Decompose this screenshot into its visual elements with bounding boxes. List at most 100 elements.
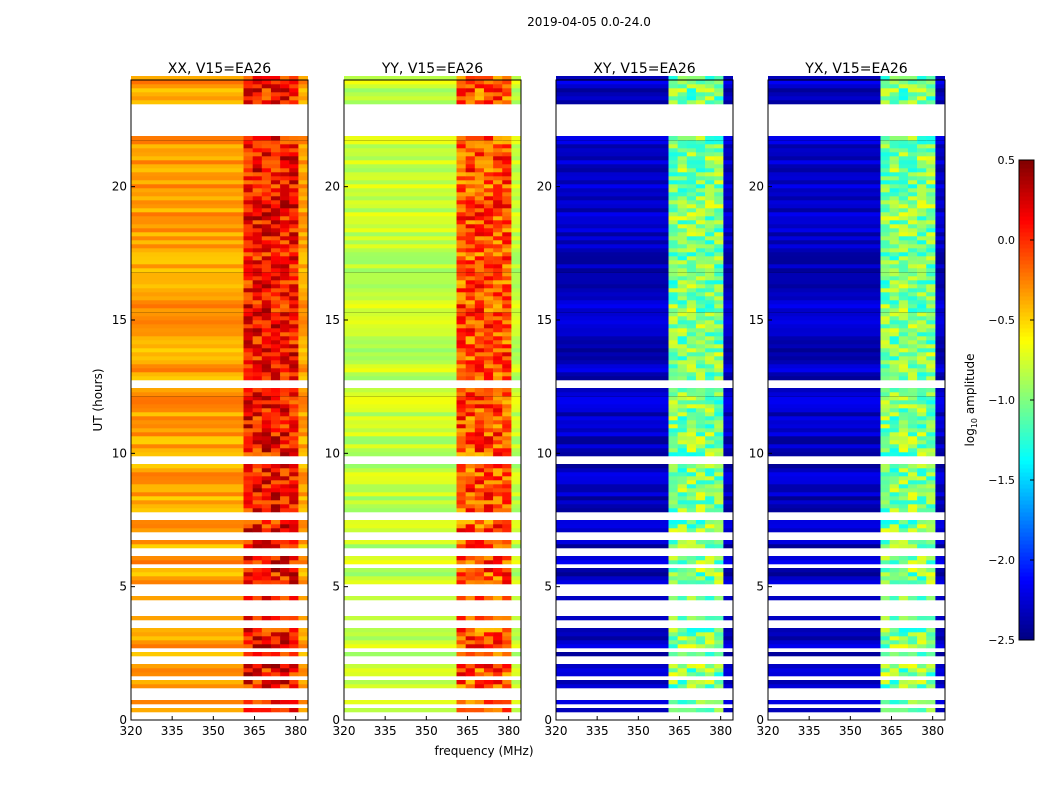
heatmap-cell	[465, 264, 476, 269]
heatmap-cell	[917, 100, 927, 105]
heatmap-cell	[280, 264, 290, 269]
heatmap-cell	[889, 396, 900, 401]
heatmap-cell	[474, 700, 485, 705]
heatmap-cell	[456, 596, 466, 601]
heatmap-cell	[493, 80, 503, 85]
heatmap-cell	[465, 364, 476, 369]
colorbar-cell	[1019, 268, 1034, 273]
heatmap-cell	[686, 556, 697, 561]
heatmap-cell	[344, 444, 457, 449]
heatmap-cell	[889, 524, 900, 529]
heatmap-cell	[280, 92, 290, 97]
heatmap-cell	[668, 408, 678, 413]
heatmap-cell	[935, 508, 945, 513]
heatmap-cell	[131, 152, 244, 157]
heatmap-cell	[511, 644, 521, 649]
heatmap-cell	[261, 212, 272, 217]
heatmap-cell	[131, 636, 244, 641]
heatmap-cell	[243, 340, 253, 345]
heatmap-cell	[344, 708, 457, 713]
heatmap-cell	[695, 580, 706, 585]
heatmap-cell	[677, 420, 688, 425]
heatmap-cell	[917, 224, 927, 229]
heatmap-cell	[483, 96, 494, 101]
heatmap-cell	[898, 392, 909, 397]
heatmap-cell	[456, 372, 466, 377]
heatmap-cell	[668, 556, 678, 561]
heatmap-cell	[243, 524, 253, 529]
heatmap-cell	[474, 156, 485, 161]
heatmap-cell	[261, 240, 272, 245]
heatmap-cell	[723, 152, 733, 157]
heatmap-cell	[705, 264, 715, 269]
heatmap-cell	[917, 464, 927, 469]
heatmap-cell	[243, 560, 253, 565]
heatmap-cell	[465, 576, 476, 581]
heatmap-cell	[252, 316, 263, 321]
heatmap-cell	[280, 392, 290, 397]
heatmap-cell	[270, 400, 281, 405]
heatmap-cell	[677, 652, 688, 657]
heatmap-cell	[668, 92, 678, 97]
heatmap-cell	[344, 240, 457, 245]
heatmap-cell	[723, 440, 733, 445]
heatmap-cell	[768, 372, 881, 377]
heatmap-cell	[511, 524, 521, 529]
heatmap-cell	[289, 248, 299, 253]
heatmap-cell	[261, 476, 272, 481]
colorbar-cell	[1019, 620, 1034, 625]
heatmap-cell	[474, 184, 485, 189]
heatmap-cell	[252, 440, 263, 445]
heatmap-cell	[456, 368, 466, 373]
heatmap-cell	[483, 276, 494, 281]
heatmap	[344, 76, 521, 713]
heatmap-cell	[768, 472, 881, 477]
heatmap-cell	[243, 616, 253, 621]
heatmap-cell	[502, 396, 512, 401]
heatmap-cell	[677, 240, 688, 245]
heatmap-cell	[768, 300, 881, 305]
heatmap-cell	[668, 144, 678, 149]
heatmap-cell	[474, 708, 485, 713]
heatmap-cell	[465, 432, 476, 437]
heatmap-cell	[880, 680, 890, 685]
heatmap-cell	[768, 208, 881, 213]
heatmap-cell	[695, 540, 706, 545]
heatmap-cell	[502, 76, 512, 81]
heatmap-cell	[686, 248, 697, 253]
heatmap-cell	[907, 472, 918, 477]
heatmap-cell	[556, 504, 669, 509]
heatmap-cell	[344, 700, 457, 705]
heatmap-cell	[723, 572, 733, 577]
heatmap-cell	[714, 240, 724, 245]
heatmap-cell	[493, 220, 503, 225]
heatmap-cell	[880, 336, 890, 341]
heatmap-cell	[926, 76, 936, 81]
heatmap-cell	[935, 308, 945, 313]
heatmap-cell	[907, 628, 918, 633]
heatmap-cell	[298, 212, 308, 217]
heatmap-cell	[131, 360, 244, 365]
heatmap-cell	[474, 684, 485, 689]
heatmap-cell	[131, 180, 244, 185]
heatmap-cell	[668, 472, 678, 477]
heatmap-cell	[917, 140, 927, 145]
heatmap-cell	[252, 348, 263, 353]
heatmap-cell	[907, 256, 918, 261]
heatmap-cell	[344, 272, 457, 277]
heatmap-cell	[270, 260, 281, 265]
heatmap-cell	[677, 100, 688, 105]
heatmap-cell	[917, 268, 927, 273]
heatmap-cell	[131, 172, 244, 177]
heatmap-cell	[493, 248, 503, 253]
heatmap-cell	[686, 280, 697, 285]
heatmap-cell	[926, 424, 936, 429]
heatmap-cell	[511, 472, 521, 477]
heatmap-cell	[456, 432, 466, 437]
heatmap-cell	[889, 488, 900, 493]
heatmap-cell	[456, 212, 466, 217]
heatmap-cell	[493, 444, 503, 449]
heatmap-cell	[270, 336, 281, 341]
heatmap-cell	[556, 452, 669, 457]
heatmap-cell	[907, 232, 918, 237]
